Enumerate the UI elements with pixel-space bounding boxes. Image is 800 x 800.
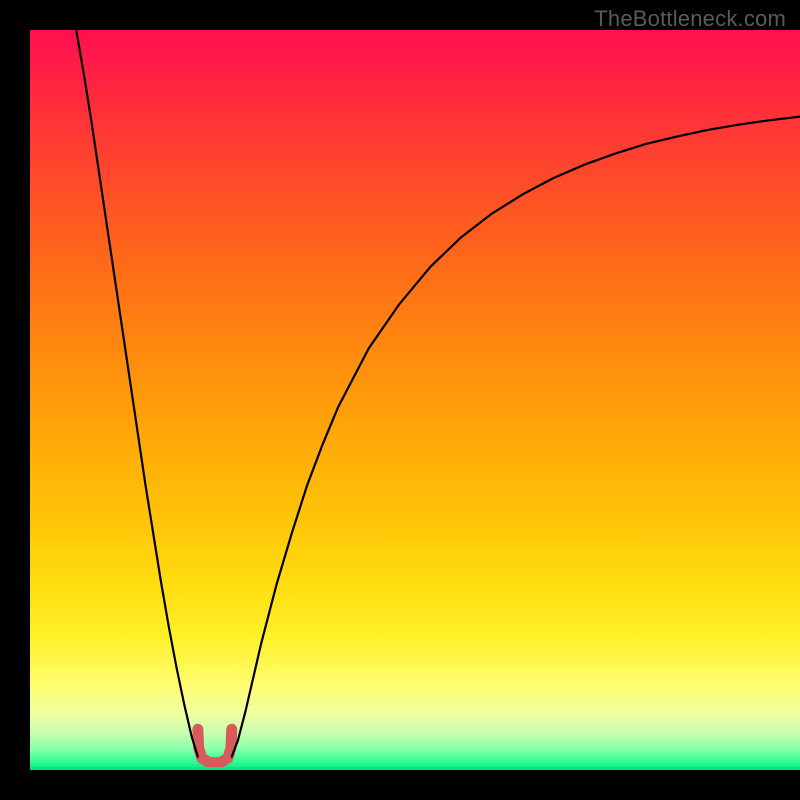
chart-container: TheBottleneck.com xyxy=(0,0,800,800)
bottom-green-band xyxy=(30,767,800,770)
gradient-background xyxy=(30,30,800,770)
plot-area xyxy=(30,30,800,770)
plot-svg xyxy=(30,30,800,770)
watermark-text: TheBottleneck.com xyxy=(594,6,786,32)
